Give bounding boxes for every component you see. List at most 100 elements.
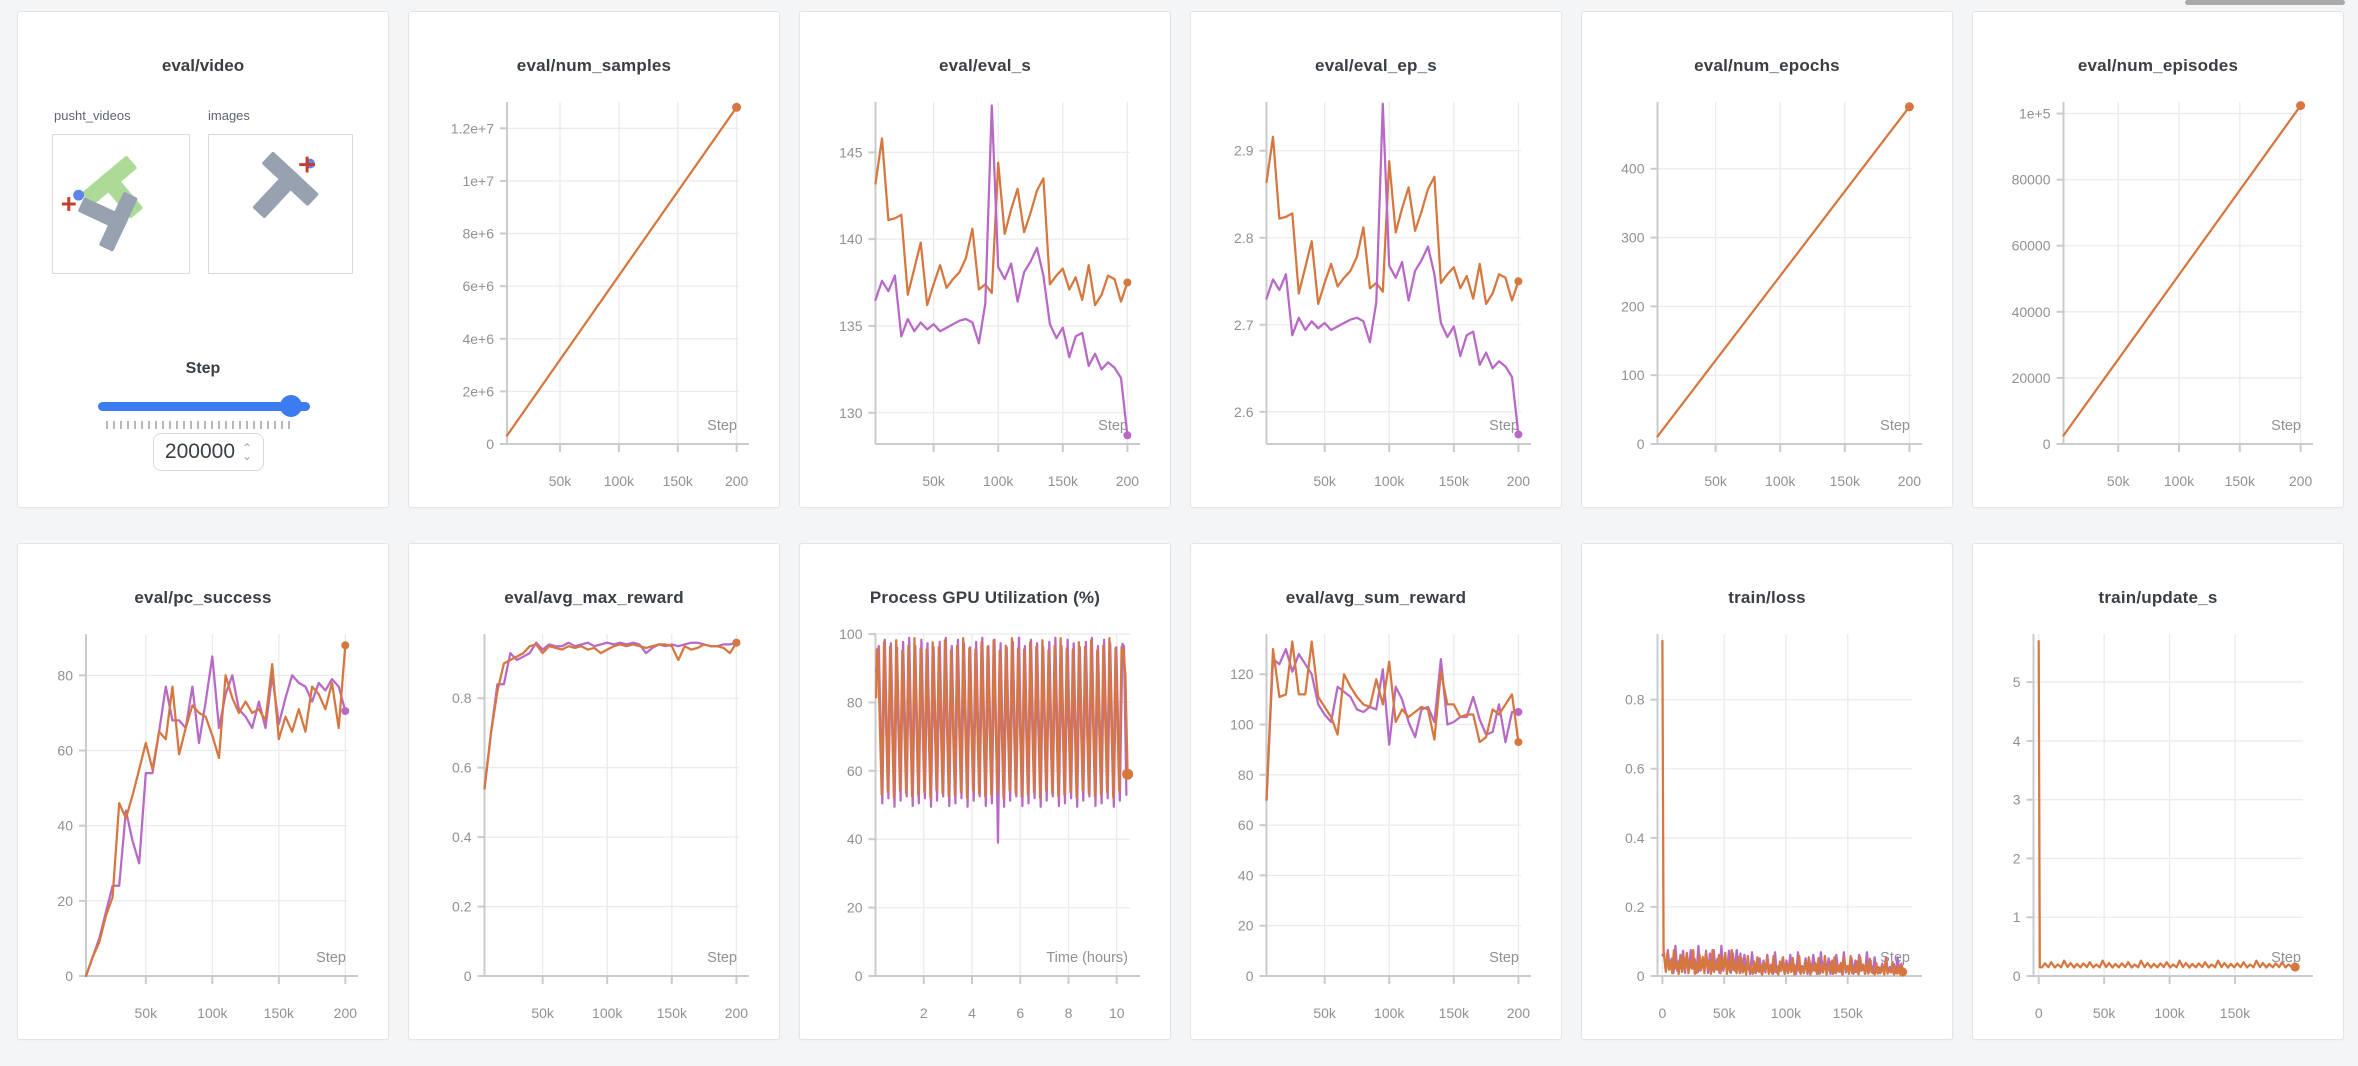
y-tick-label: 80 [1238,767,1254,783]
number-stepper[interactable]: ⌃ ⌄ [242,441,253,463]
step-value[interactable]: 200000 [164,440,235,463]
chart-plot[interactable]: 2.6 2.7 2.8 2.9 50k 100k 150k 200 Step [1191,92,1561,498]
series-line-run-orange [505,106,738,437]
chart-plot[interactable]: 0 20 40 60 80 100 2 4 6 8 10 Time (hours) [800,624,1170,1030]
x-tick-label: 150k [1830,473,1861,489]
y-tick-label: 80000 [2012,172,2051,188]
y-tick-label: 0 [65,968,73,984]
y-tick-label: 0.6 [1625,761,1645,777]
x-axis-title: Step [707,418,737,434]
x-tick-label: 200 [2289,473,2313,489]
x-tick-label: 100k [2154,1005,2185,1021]
endpoint-dot-run-orange [341,641,350,650]
y-tick-label: 2e+6 [462,383,494,399]
y-tick-label: 2.9 [1234,143,1254,159]
x-tick-label: 50k [1313,1005,1337,1021]
y-tick-label: 0 [1637,436,1645,452]
x-tick-label: 100k [197,1005,228,1021]
x-tick-label: 200 [334,1005,358,1021]
x-tick-label: 150k [1048,473,1079,489]
chart-plot[interactable]: 0 100 200 300 400 50k 100k 150k 200 Step [1582,92,1952,498]
y-tick-label: 0.8 [1625,692,1645,708]
y-tick-label: 2.7 [1234,317,1254,333]
gray-t-block [253,151,319,218]
chart-plot[interactable]: 130 135 140 145 50k 100k 150k 200 Step [800,92,1170,498]
series-line-run-orange [1661,639,1904,976]
y-tick-label: 400 [1621,161,1645,177]
x-tick-label: 50k [2107,473,2131,489]
chart-title: eval/pc_success [134,588,272,607]
x-axis-title: Step [707,950,737,966]
y-tick-label: 2 [2013,850,2021,866]
x-tick-label: 150k [2220,1005,2251,1021]
x-tick-label: 150k [264,1005,295,1021]
step-number-input[interactable]: 200000 ⌃ ⌄ [153,433,264,471]
x-tick-label: 100k [604,473,635,489]
y-tick-label: 0.4 [1625,830,1645,846]
stepper-up-icon[interactable]: ⌃ [242,441,253,455]
chart-plot[interactable]: 0 20 40 60 80 50k 100k 150k 200 Step [18,624,388,1030]
y-tick-label: 2.8 [1234,230,1254,246]
chart-panel-train-update-s: train/update_s 0 1 2 3 4 5 0 50k 100k 150k Step [1972,543,2344,1040]
gray-t-block [78,192,138,252]
chart-panel-eval-pc-success: eval/pc_success 0 20 40 60 80 50k 100k 150k 200 St… [17,543,389,1040]
y-tick-label: 120 [1230,666,1254,682]
chart-panel-train-loss: train/loss 0 0.2 0.4 0.6 0.8 0 50k 100k 150k Step [1581,543,1953,1040]
x-tick-label: 100k [1374,1005,1405,1021]
y-tick-label: 60 [57,743,73,759]
endpoint-dot-run-orange [1898,967,1908,977]
x-tick-label: 50k [2093,1005,2117,1021]
chart-title: eval/eval_s [938,56,1031,75]
step-slider-track[interactable] [98,402,310,411]
x-tick-label: 100k [1765,473,1796,489]
y-tick-label: 0.4 [452,829,472,845]
step-slider-thumb[interactable] [279,395,302,417]
x-tick-label: 100k [983,473,1014,489]
chart-plot[interactable]: 0 1 2 3 4 5 0 50k 100k 150k Step [1973,624,2343,1030]
endpoint-dot-run-purple [1514,430,1523,439]
media-item-label-images: images [208,108,250,123]
horizontal-scrollbar-thumb[interactable] [2185,0,2345,5]
y-tick-label: 200 [1621,298,1645,314]
series-line-run-orange [1656,105,1911,438]
y-tick-label: 4 [2013,733,2021,749]
media-thumbnail-pusht-videos[interactable] [52,134,190,274]
media-thumbnail-images[interactable] [208,134,353,274]
x-tick-label: 200 [725,1005,749,1021]
y-tick-label: 300 [1621,230,1645,246]
chart-plot[interactable]: 0 0.2 0.4 0.6 0.8 50k 100k 150k 200 Step [409,624,779,1030]
y-tick-label: 1e+5 [2019,106,2051,122]
y-tick-label: 0 [2043,436,2051,452]
y-tick-label: 3 [2013,792,2021,808]
x-tick-label: 50k [135,1005,159,1021]
stepper-down-icon[interactable]: ⌄ [242,449,253,463]
series-line-run-orange [2037,639,2297,969]
series-line-run-purple [84,655,347,978]
y-tick-label: 145 [839,144,863,160]
y-tick-label: 20000 [2012,370,2051,386]
media-item-label-pusht-videos: pusht_videos [54,108,131,123]
endpoint-dot-run-orange [1514,738,1523,747]
y-tick-label: 60 [847,763,863,779]
chart-title: eval/num_epochs [1694,56,1840,75]
y-tick-label: 6e+6 [462,278,494,294]
step-slider[interactable] [98,395,310,417]
y-tick-label: 20 [57,893,73,909]
chart-plot[interactable]: 0 20000 40000 60000 80000 1e+5 50k 100k 150k 200 S… [1973,92,2343,498]
y-tick-label: 140 [839,231,863,247]
chart-plot[interactable]: 0 2e+6 4e+6 6e+6 8e+6 1e+7 1.2e+7 50k 100k 150k 20… [409,92,779,498]
y-tick-label: 0 [1637,968,1645,984]
y-tick-label: 0 [1246,968,1254,984]
x-tick-label: 150k [1439,1005,1470,1021]
y-tick-label: 0 [855,968,863,984]
y-tick-label: 80 [847,694,863,710]
step-slider-tickmarks [106,421,292,429]
x-tick-label: 100k [2164,473,2195,489]
series-line-run-purple [1265,102,1520,436]
endpoint-dot-run-orange [732,638,741,647]
chart-panel-eval-avg-sum-reward: eval/avg_sum_reward 0 20 40 60 80 100 120 50k 100… [1190,543,1562,1040]
chart-plot[interactable]: 0 20 40 60 80 100 120 50k 100k 150k 200 Step [1191,624,1561,1030]
endpoint-dot-run-purple [1514,708,1523,716]
